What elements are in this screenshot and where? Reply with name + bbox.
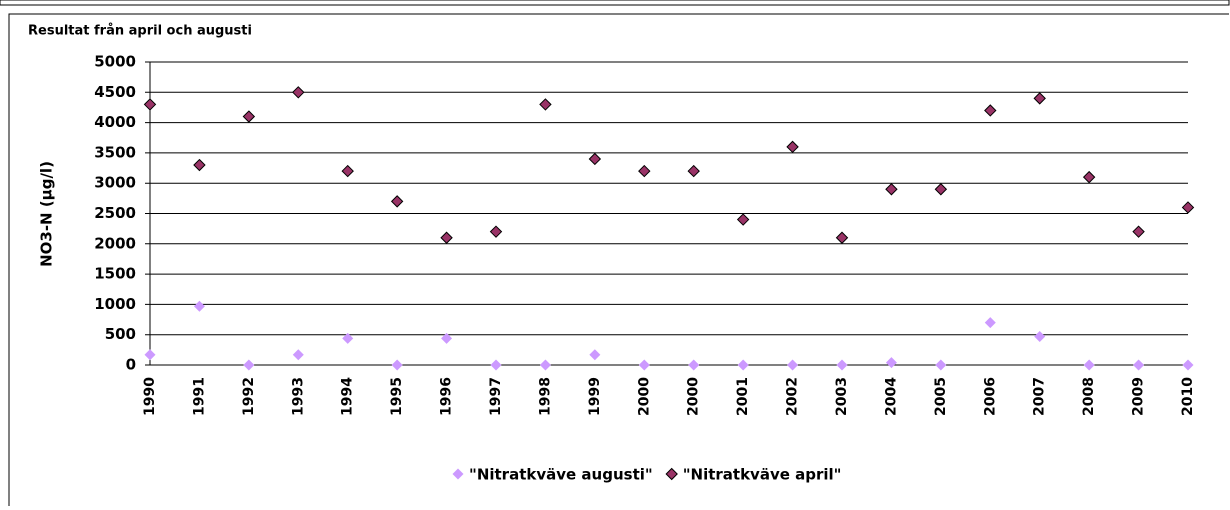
marker	[390, 195, 404, 208]
marker	[1132, 225, 1145, 238]
marker	[885, 357, 897, 369]
marker	[688, 359, 700, 371]
x-tick-label: 2000	[686, 377, 702, 416]
x-tick-label: 2008	[1081, 377, 1097, 416]
x-tick-label: 1994	[340, 377, 356, 416]
x-tick-label: 2003	[834, 377, 850, 416]
x-tick-label: 2010	[1180, 377, 1196, 416]
chart-title: Resultat från april och augusti	[28, 24, 252, 39]
x-tick-label: 1998	[537, 377, 553, 416]
y-tick-label: 3500	[94, 143, 136, 161]
marker	[736, 213, 750, 226]
x-tick-label: 1992	[241, 377, 257, 416]
marker	[836, 359, 848, 371]
x-tick-label: 2007	[1032, 377, 1048, 416]
marker	[786, 140, 799, 154]
marker	[835, 231, 849, 244]
marker	[441, 332, 453, 344]
marker	[984, 104, 997, 117]
marker	[885, 183, 898, 196]
x-tick-label: 2004	[883, 377, 899, 416]
y-tick-label: 3000	[94, 174, 136, 192]
marker	[539, 98, 552, 111]
marker	[489, 225, 503, 238]
x-tick-label: 1999	[587, 377, 603, 416]
marker	[243, 359, 255, 371]
x-tick-label: 1995	[389, 377, 405, 416]
marker	[193, 158, 206, 172]
x-tick-label: 2000	[636, 377, 652, 416]
y-tick-label: 0	[126, 356, 136, 374]
x-tick-label: 1991	[191, 377, 207, 416]
marker	[638, 359, 650, 371]
x-tick-label: 1996	[439, 377, 455, 416]
marker	[935, 359, 947, 371]
y-tick-label: 2500	[94, 204, 136, 222]
frame	[8, 13, 1229, 506]
marker	[1033, 92, 1046, 105]
legend-marker	[665, 467, 678, 481]
marker	[292, 86, 305, 99]
y-tick-label: 1500	[94, 265, 136, 283]
legend-marker	[452, 468, 464, 480]
marker	[143, 98, 157, 111]
marker	[737, 359, 749, 371]
x-tick-label: 2001	[735, 377, 751, 416]
marker	[787, 359, 799, 371]
y-axis-label: NO3-N (µg/l)	[38, 161, 56, 267]
marker	[1083, 359, 1095, 371]
marker	[984, 317, 996, 329]
marker	[1082, 170, 1096, 184]
x-tick-label: 1990	[142, 377, 158, 416]
marker	[589, 349, 601, 361]
marker	[440, 231, 453, 244]
marker	[1133, 359, 1145, 371]
marker	[193, 300, 205, 312]
marker	[1182, 359, 1194, 371]
marker	[588, 152, 602, 166]
x-tick-label: 2006	[982, 377, 998, 416]
marker	[490, 359, 502, 371]
x-tick-label: 1997	[488, 377, 504, 416]
legend-label: "Nitratkväve augusti"	[469, 466, 653, 484]
x-tick-label: 2009	[1131, 377, 1147, 416]
marker	[638, 164, 651, 178]
marker	[1034, 331, 1046, 343]
y-tick-label: 2000	[94, 234, 136, 252]
marker	[934, 183, 948, 196]
legend-label: "Nitratkväve april"	[683, 466, 842, 484]
x-tick-label: 2005	[933, 377, 949, 416]
marker	[687, 164, 700, 178]
marker	[242, 110, 256, 123]
y-tick-label: 4000	[94, 113, 136, 131]
y-tick-label: 500	[105, 325, 136, 343]
frame-top	[0, 0, 1230, 6]
marker	[342, 332, 354, 344]
marker	[292, 349, 304, 361]
x-tick-label: 2002	[785, 377, 801, 416]
y-tick-label: 5000	[94, 53, 136, 71]
y-tick-label: 4500	[94, 83, 136, 101]
marker	[391, 359, 403, 371]
y-tick-label: 1000	[94, 295, 136, 313]
x-tick-label: 1993	[290, 377, 306, 416]
marker	[341, 164, 354, 178]
marker	[539, 359, 551, 371]
marker	[1181, 201, 1195, 214]
marker	[144, 349, 156, 361]
